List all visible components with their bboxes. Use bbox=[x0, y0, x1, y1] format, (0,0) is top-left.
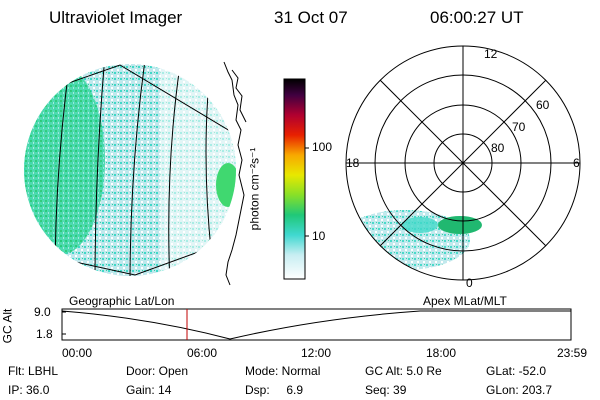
polar-label-18: 18 bbox=[346, 156, 360, 170]
altitude-curve bbox=[61, 310, 571, 340]
colorbar-tick-100: 100 bbox=[312, 140, 333, 154]
coastline-detail bbox=[231, 69, 247, 123]
polar-lat-80: 80 bbox=[491, 141, 505, 155]
status-seq: Seq: 39 bbox=[365, 383, 407, 397]
status-ip: IP: 36.0 bbox=[8, 383, 50, 397]
altitude-ytick-low: 1.8 bbox=[36, 327, 53, 341]
polar-label-12: 12 bbox=[484, 47, 498, 61]
altitude-xtick: 23:59 bbox=[557, 346, 588, 360]
status-dsp: Dsp: 6.9 bbox=[245, 383, 304, 397]
polar-caption: Apex MLat/MLT bbox=[423, 294, 507, 308]
polar-lat-70: 70 bbox=[512, 120, 526, 134]
status-door: Door: Open bbox=[126, 364, 189, 378]
altitude-ytick-high: 9.0 bbox=[34, 305, 51, 319]
colorbar-unit-label: photon cm⁻²s⁻¹ bbox=[247, 147, 262, 231]
status-glon: GLon: 203.7 bbox=[486, 383, 553, 397]
altitude-frame bbox=[61, 308, 572, 341]
altitude-panel bbox=[61, 308, 572, 341]
aurora-hotspot bbox=[216, 163, 236, 207]
coastline bbox=[223, 61, 245, 286]
status-gain: Gain: 14 bbox=[126, 383, 172, 397]
colorbar-scale bbox=[283, 78, 306, 280]
geographic-caption: Geographic Lat/Lon bbox=[69, 294, 175, 308]
app-title: Ultraviolet Imager bbox=[49, 8, 183, 27]
colorbar bbox=[283, 78, 309, 280]
altitude-xtick: 00:00 bbox=[62, 346, 93, 360]
aurora-emission-left bbox=[24, 65, 105, 255]
altitude-xtick: 06:00 bbox=[187, 346, 218, 360]
status-gc-alt: GC Alt: 5.0 Re bbox=[365, 364, 442, 378]
polar-aurora-hotspot bbox=[438, 216, 482, 234]
altitude-ylabel: GC Alt bbox=[0, 308, 15, 344]
status-mode: Mode: Normal bbox=[245, 364, 321, 378]
polar-plot bbox=[345, 45, 581, 281]
altitude-xtick: 12:00 bbox=[301, 346, 332, 360]
meridian-line bbox=[94, 64, 106, 276]
time-label: 06:00:27 UT bbox=[430, 8, 524, 27]
date-label: 31 Oct 07 bbox=[274, 8, 348, 27]
colorbar-tick-10: 10 bbox=[312, 229, 326, 243]
geographic-map bbox=[24, 61, 247, 286]
polar-label-6: 6 bbox=[573, 156, 580, 170]
status-flt: Flt: LBHL bbox=[8, 364, 59, 378]
altitude-xtick: 18:00 bbox=[426, 346, 457, 360]
meridian-line bbox=[129, 64, 146, 276]
meridian-line bbox=[168, 64, 181, 276]
status-glat: GLat: -52.0 bbox=[486, 364, 547, 378]
polar-label-0: 0 bbox=[466, 276, 473, 290]
polar-lat-60: 60 bbox=[536, 98, 550, 112]
